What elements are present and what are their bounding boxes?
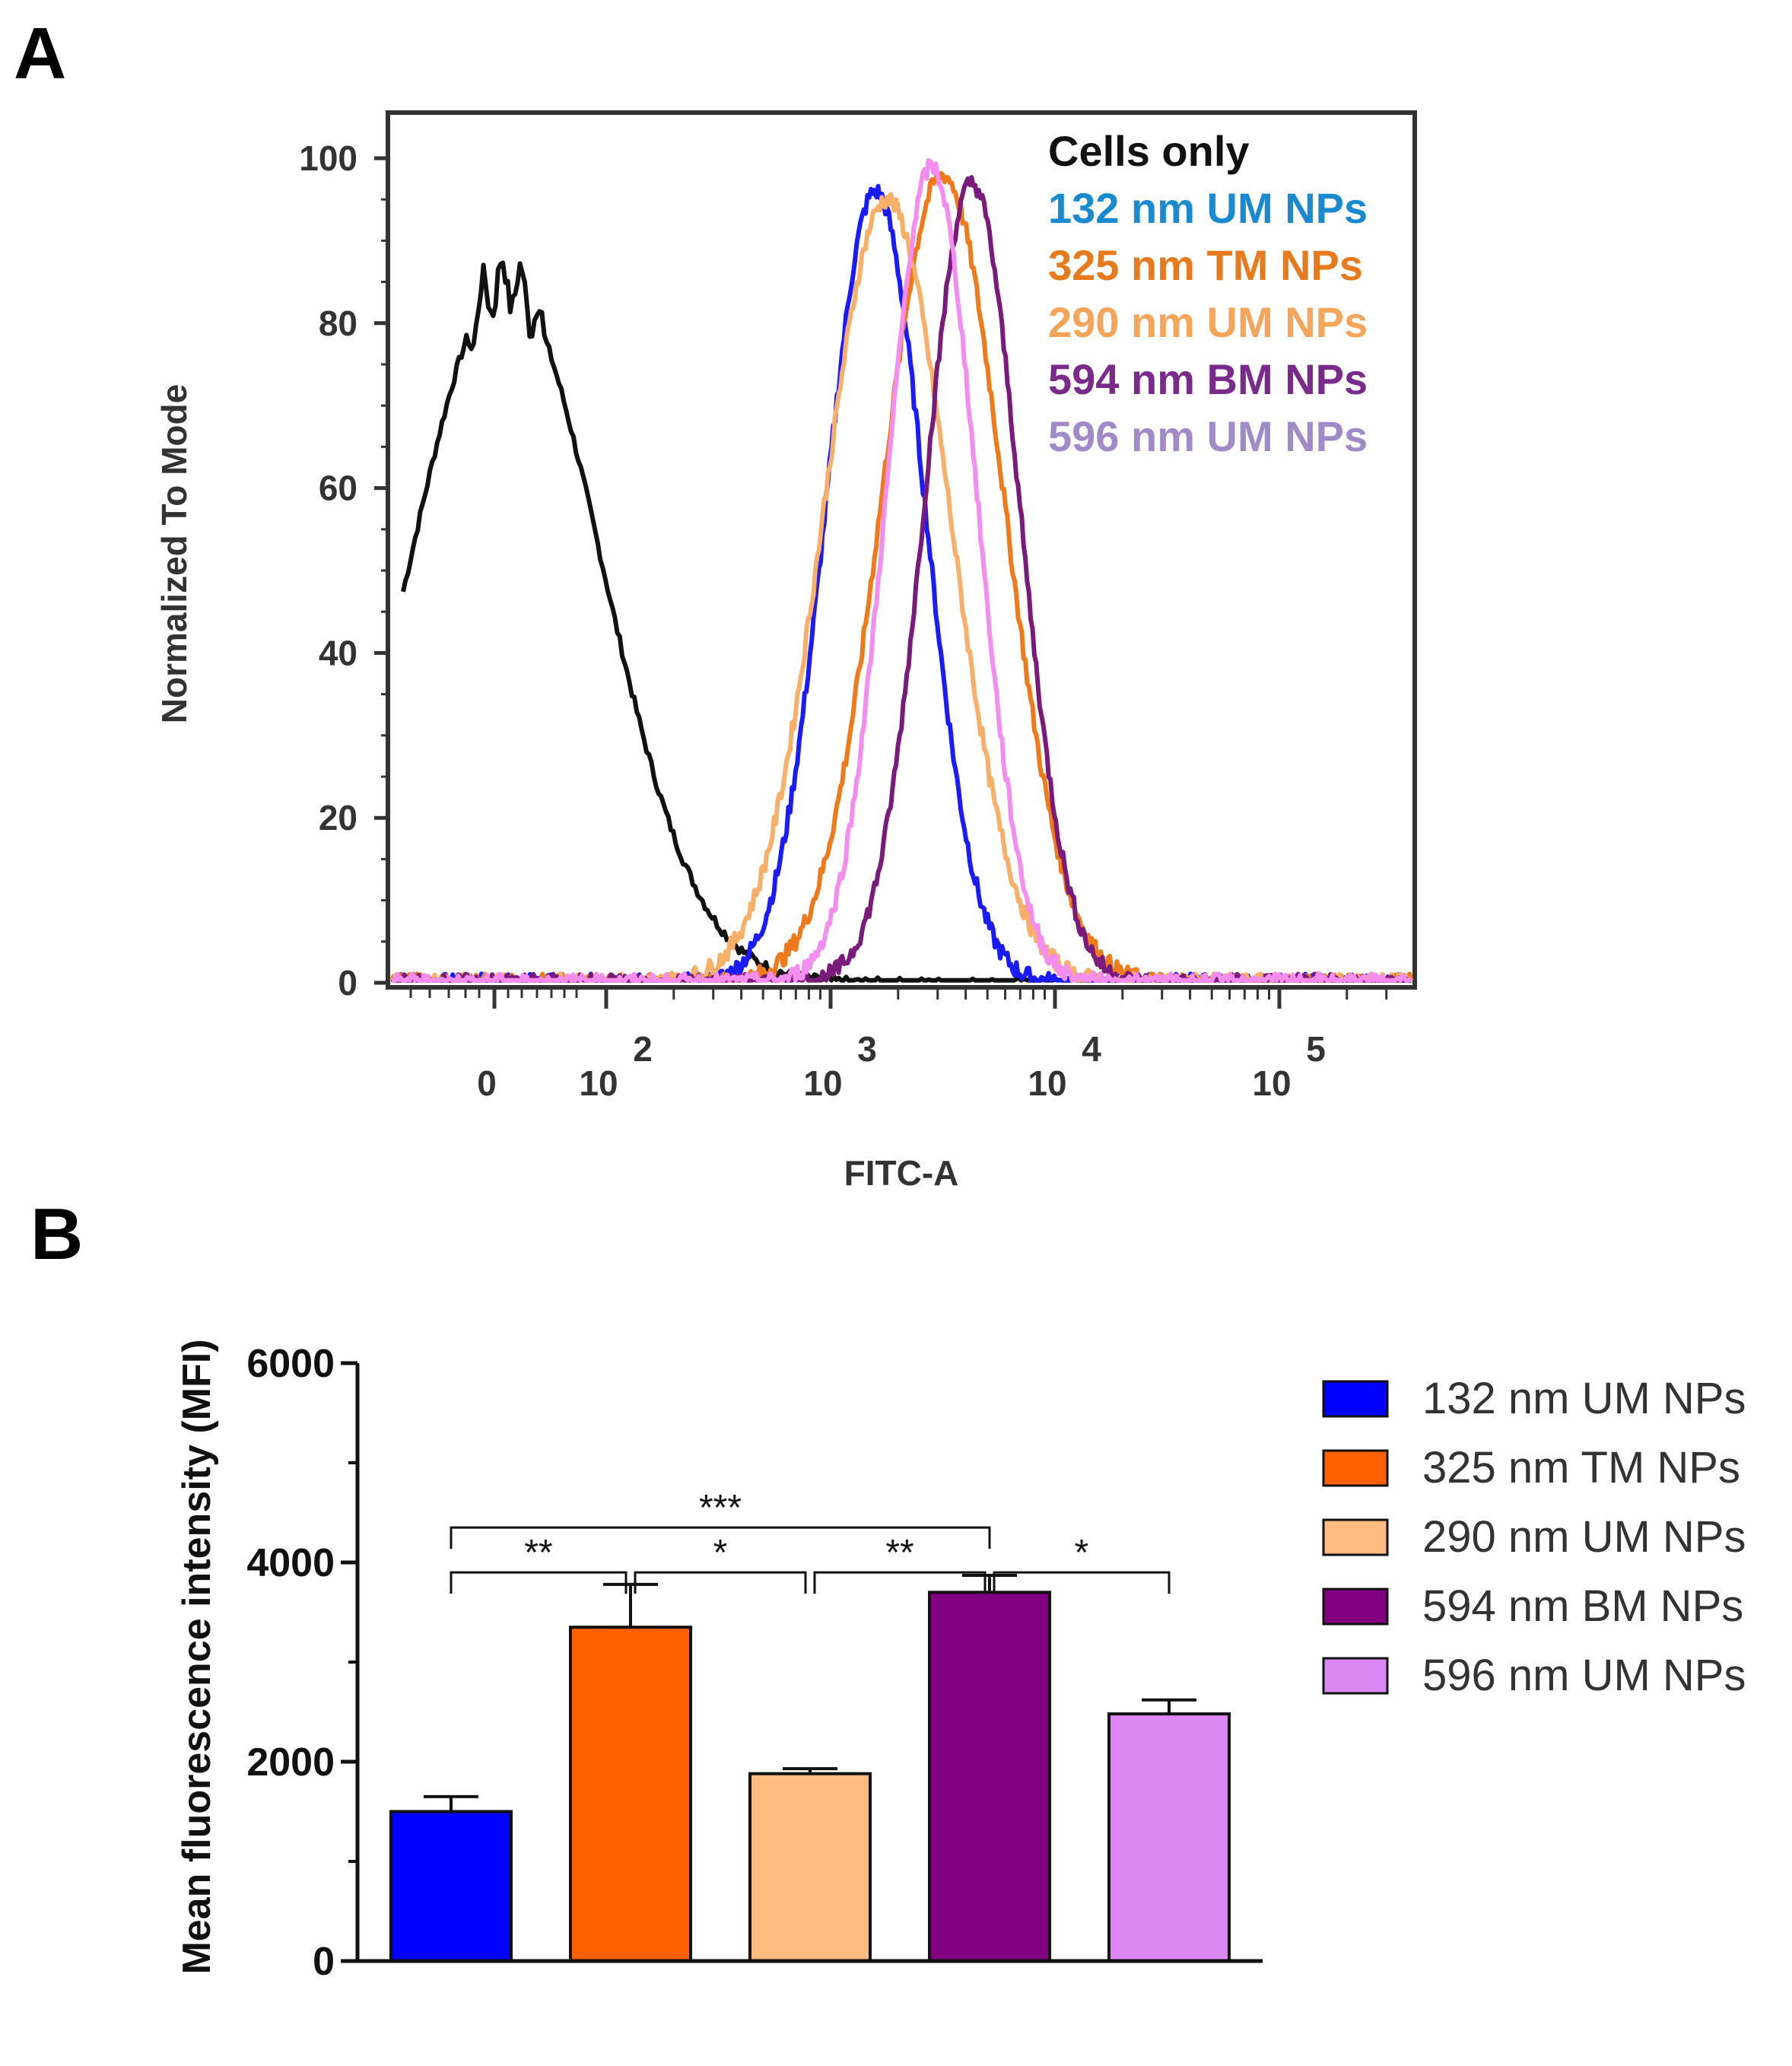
bar-legend-swatch xyxy=(1322,1449,1389,1487)
histogram-y-ticks: 0 20 40 60 80 100 xyxy=(299,138,388,1003)
bar-3 xyxy=(928,1591,1051,1963)
bar-legend-label: 290 nm UM NPs xyxy=(1422,1512,1746,1562)
histogram-legend-entry: 290 nm UM NPs xyxy=(1048,298,1368,346)
significance-bracket xyxy=(993,1571,1171,1594)
bar-legend-swatch xyxy=(1322,1380,1389,1418)
histogram-x-ticks: 0 10 2 10 3 10 4 10 5 xyxy=(409,987,1388,1103)
panel-label-a: A xyxy=(14,13,66,94)
histogram-legend-entry: 596 nm UM NPs xyxy=(1048,412,1368,460)
bar-chart-y-tick-label: 6000 xyxy=(246,1342,335,1386)
significance-label: *** xyxy=(699,1488,742,1528)
histogram-y-axis-title: Normalized To Mode xyxy=(154,384,194,723)
histogram-legend-entry: 132 nm UM NPs xyxy=(1048,184,1368,232)
bar-chart-significance: ***** * ** * xyxy=(450,1488,1171,1594)
bar-1 xyxy=(569,1626,692,1963)
histogram-x-tick-exponent: 5 xyxy=(1306,1029,1326,1069)
histogram-y-tick-label: 0 xyxy=(338,963,357,1003)
bar-legend-swatch xyxy=(1322,1588,1389,1626)
histogram-frame xyxy=(386,110,1417,990)
bar-chart-bars xyxy=(389,1574,1231,1963)
significance-bracket xyxy=(813,1571,987,1594)
histogram-x-axis-title: FITC-A xyxy=(844,1153,959,1193)
histogram-x-tick-exponent: 2 xyxy=(633,1029,653,1069)
bar-0 xyxy=(389,1810,513,1963)
histogram-y-tick-label: 60 xyxy=(319,469,357,508)
histogram-x-tick-exponent: 4 xyxy=(1082,1029,1101,1069)
histogram-x-tick-label: 10 xyxy=(1252,1063,1291,1103)
histogram-y-tick-label: 20 xyxy=(319,798,357,838)
histogram-y-tick-label: 80 xyxy=(319,304,357,343)
significance-label: ** xyxy=(524,1533,552,1573)
significance-bracket xyxy=(450,1571,628,1594)
bar-4 xyxy=(1107,1712,1231,1963)
bar-chart-y-axis-title: Mean fluorescence intensity (MFI) xyxy=(175,1339,219,1974)
bar-legend-label: 132 nm UM NPs xyxy=(1422,1374,1746,1423)
significance-label: ** xyxy=(885,1533,913,1573)
histogram-x-tick-label: 10 xyxy=(803,1063,842,1103)
bar-chart-y-tick-label: 0 xyxy=(313,1940,335,1984)
bar-legend-label: 325 nm TM NPs xyxy=(1422,1443,1740,1492)
histogram-legend-entry: 325 nm TM NPs xyxy=(1048,241,1363,289)
bar-legend-label: 594 nm BM NPs xyxy=(1422,1581,1743,1631)
significance-label: * xyxy=(713,1533,728,1573)
panel-label-b: B xyxy=(30,1194,83,1275)
histogram-x-tick-exponent: 3 xyxy=(857,1029,877,1069)
bar-chart-axes: 0 2000 4000 6000 xyxy=(246,1342,1263,1984)
histogram-x-tick-label: 10 xyxy=(1028,1063,1066,1103)
bar-chart-legend: 132 nm UM NPs 325 nm TM NPs 290 nm UM NPs 5… xyxy=(1322,1374,1746,1700)
bar-legend-label: 596 nm UM NPs xyxy=(1422,1651,1746,1700)
histogram-y-tick-label: 100 xyxy=(299,138,357,178)
bar-legend-swatch xyxy=(1322,1518,1389,1556)
histogram-y-tick-label: 40 xyxy=(319,633,357,672)
bar-2 xyxy=(748,1772,872,1963)
significance-bracket xyxy=(450,1526,991,1550)
histogram-curves xyxy=(389,157,1414,983)
significance-label: * xyxy=(1075,1533,1089,1573)
histogram-x-tick-label: 10 xyxy=(579,1063,618,1103)
bar-chart-y-tick-label: 4000 xyxy=(246,1541,335,1585)
bar-legend-swatch xyxy=(1322,1657,1389,1695)
histogram-legend: Cells only 132 nm UM NPs 325 nm TM NPs 290 … xyxy=(1048,127,1368,460)
histogram-curve-596-nm-um-nps xyxy=(391,157,1413,983)
histogram-legend-entry: Cells only xyxy=(1048,127,1250,175)
significance-bracket xyxy=(634,1571,807,1594)
histogram-legend-entry: 594 nm BM NPs xyxy=(1048,355,1368,403)
bar-chart-y-tick-label: 2000 xyxy=(246,1740,335,1785)
histogram-x-tick-label: 0 xyxy=(477,1063,497,1103)
histogram-panel: 0 20 40 60 80 100 0 10 2 10 3 10 4 10 5 Cells only 132… xyxy=(154,110,1417,1193)
